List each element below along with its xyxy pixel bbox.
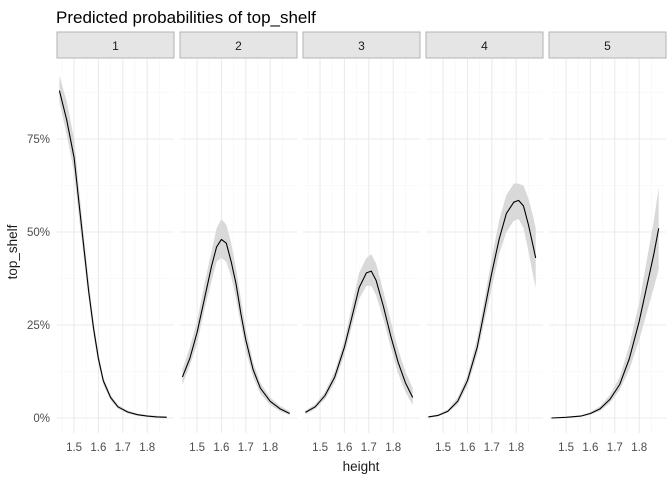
- x-tick-label: 1.6: [213, 442, 229, 454]
- x-axis-title: height: [343, 459, 380, 474]
- x-tick-label: 1.7: [607, 442, 623, 454]
- x-tick-label: 1.7: [484, 442, 500, 454]
- confidence-band: [305, 254, 413, 415]
- facet-panel: 2 1.5 1.6 1.7 1.8: [179, 31, 298, 454]
- facet-panels: 11.5 1.6 1.7 1.821.5 1.6 1.7 1.831.5 1.6 1.7 1.84…: [56, 31, 667, 454]
- confidence-band: [551, 187, 659, 418]
- series-line: [58, 90, 167, 418]
- y-axis: 0% 25% 50% 75%: [27, 134, 50, 425]
- x-tick-label: 1.6: [90, 442, 106, 454]
- facet-strip-label: 2: [235, 39, 242, 53]
- facet-strip: [56, 31, 175, 59]
- x-tick-label: 1.8: [508, 442, 524, 454]
- confidence-band: [59, 75, 167, 418]
- facet-panel: 5 1.5 1.6 1.7 1.8: [548, 31, 667, 454]
- facet-panel: 1 1.5 1.6 1.7 1.8: [56, 31, 175, 454]
- confidence-band: [428, 183, 536, 418]
- y-axis-title: top_shelf: [5, 224, 20, 279]
- x-tick-label: 1.7: [238, 442, 254, 454]
- chart-title: Predicted probabilities of top_shelf: [56, 8, 316, 27]
- x-tick-label: 1.5: [312, 442, 328, 454]
- facet-strip: [302, 31, 421, 59]
- x-tick-label: 1.5: [435, 442, 451, 454]
- facet-strip: [179, 31, 298, 59]
- x-tick-label: 1.5: [189, 442, 205, 454]
- series-line: [181, 238, 290, 414]
- facet-strip-label: 3: [358, 39, 365, 53]
- y-tick-label: 50%: [27, 227, 50, 239]
- facet-panel: 4 1.5 1.6 1.7 1.8: [425, 31, 544, 454]
- x-tick-label: 1.5: [558, 442, 574, 454]
- series-line: [305, 270, 414, 413]
- facet-strip: [425, 31, 544, 59]
- series-line: [551, 228, 660, 419]
- x-tick-label: 1.8: [139, 442, 155, 454]
- series-line: [428, 199, 537, 418]
- y-tick-label: 0%: [33, 413, 50, 425]
- x-tick-label: 1.6: [336, 442, 352, 454]
- x-tick-label: 1.8: [262, 442, 278, 454]
- facet-strip-label: 5: [604, 39, 611, 53]
- facet-strip-label: 1: [112, 39, 119, 53]
- facet-panel: 3 1.5 1.6 1.7 1.8: [302, 31, 421, 454]
- x-tick-label: 1.6: [459, 442, 475, 454]
- x-tick-label: 1.7: [115, 442, 131, 454]
- x-tick-label: 1.8: [631, 442, 647, 454]
- x-tick-label: 1.7: [361, 442, 377, 454]
- facet-strip: [548, 31, 667, 59]
- x-tick-label: 1.6: [582, 442, 598, 454]
- y-tick-label: 75%: [27, 134, 50, 146]
- y-tick-label: 25%: [27, 320, 50, 332]
- x-tick-label: 1.5: [66, 442, 82, 454]
- facet-strip-label: 4: [481, 39, 488, 53]
- confidence-band: [182, 219, 290, 415]
- x-tick-label: 1.8: [385, 442, 401, 454]
